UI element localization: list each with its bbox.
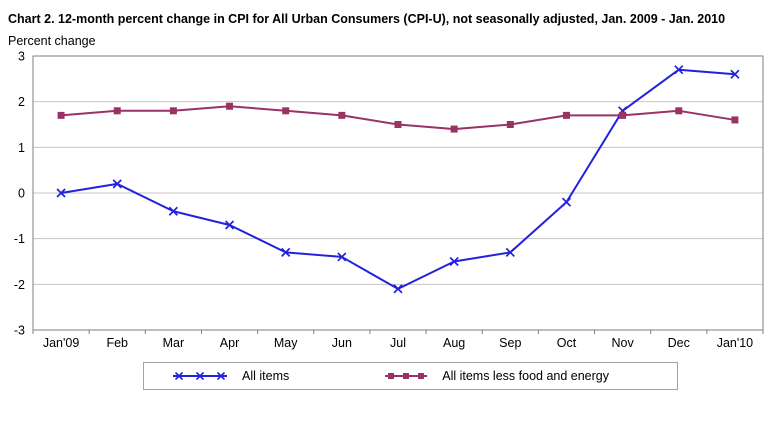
x-tick-label: May <box>274 336 298 350</box>
marker-all-items-less-food-and-energy <box>731 116 739 124</box>
legend-label-all-items: All items <box>242 369 290 383</box>
marker-all-items-less-food-and-energy <box>169 107 177 115</box>
x-tick-label: Jul <box>390 336 406 350</box>
series-line-all-items <box>60 68 736 290</box>
marker-all-items <box>730 69 740 79</box>
x-tick-label: Oct <box>557 336 577 350</box>
marker-all-items-less-food-and-energy <box>619 111 627 119</box>
y-tick-label: -3 <box>14 324 25 338</box>
y-tick-label: 1 <box>18 141 25 155</box>
core-line-sample <box>385 373 428 379</box>
marker-all-items <box>224 220 235 230</box>
marker-all-items-less-food-and-energy <box>675 107 683 115</box>
legend: All items All items less food and energy <box>143 362 678 390</box>
y-tick-label: -2 <box>14 278 25 292</box>
y-tick-label: 0 <box>18 187 25 201</box>
legend-item-all-items: All items <box>172 369 289 383</box>
x-tick-label: Nov <box>611 336 634 350</box>
marker-all-items <box>56 188 66 198</box>
plot-area: -3 -2 -1 0 1 2 3 Jan'09 Feb Mar Apr May Jun Jul Aug Sep… <box>14 50 764 350</box>
marker-all-items <box>505 247 515 257</box>
chart-title: Chart 2. 12-month percent change in CPI … <box>8 12 726 26</box>
marker-all-items <box>674 65 684 75</box>
marker-all-items <box>168 206 178 216</box>
marker-all-items-less-food-and-energy <box>113 107 121 115</box>
marker-all-items <box>561 197 572 207</box>
all-items-line-sample <box>173 371 227 381</box>
x-tick-label: Mar <box>163 336 185 350</box>
y-tick-label: -1 <box>14 232 25 246</box>
x-tick-label: Apr <box>220 336 239 350</box>
y-tick-label: 2 <box>18 95 25 109</box>
marker-all-items-less-food-and-energy <box>562 111 570 119</box>
marker-all-items <box>449 256 459 267</box>
marker-all-items <box>112 179 122 189</box>
y-axis-caption: Percent change <box>8 34 96 48</box>
x-tick-label: Jan'10 <box>717 336 753 350</box>
marker-all-items-less-food-and-energy <box>394 121 402 128</box>
marker-all-items-less-food-and-energy <box>57 111 65 119</box>
marker-all-items <box>281 247 291 257</box>
x-tick-label: Aug <box>443 336 465 350</box>
marker-all-items-less-food-and-energy <box>226 102 234 110</box>
marker-all-items-less-food-and-energy <box>506 121 514 128</box>
y-tick-label: 3 <box>18 50 25 64</box>
marker-all-items-less-food-and-energy <box>338 111 346 119</box>
x-tick-label: Jan'09 <box>43 336 79 350</box>
x-tick-label: Jun <box>332 336 352 350</box>
marker-all-items <box>393 284 403 294</box>
plot-border <box>32 55 764 331</box>
marker-all-items-less-food-and-energy <box>282 107 290 115</box>
marker-all-items <box>337 252 347 262</box>
x-tick-label: Feb <box>106 336 128 350</box>
marker-all-items-less-food-and-energy <box>450 125 458 133</box>
x-tick-label: Sep <box>499 336 521 350</box>
legend-label-core: All items less food and energy <box>442 369 609 383</box>
legend-item-core: All items less food and energy <box>384 369 609 383</box>
x-tick-label: Dec <box>668 336 690 350</box>
